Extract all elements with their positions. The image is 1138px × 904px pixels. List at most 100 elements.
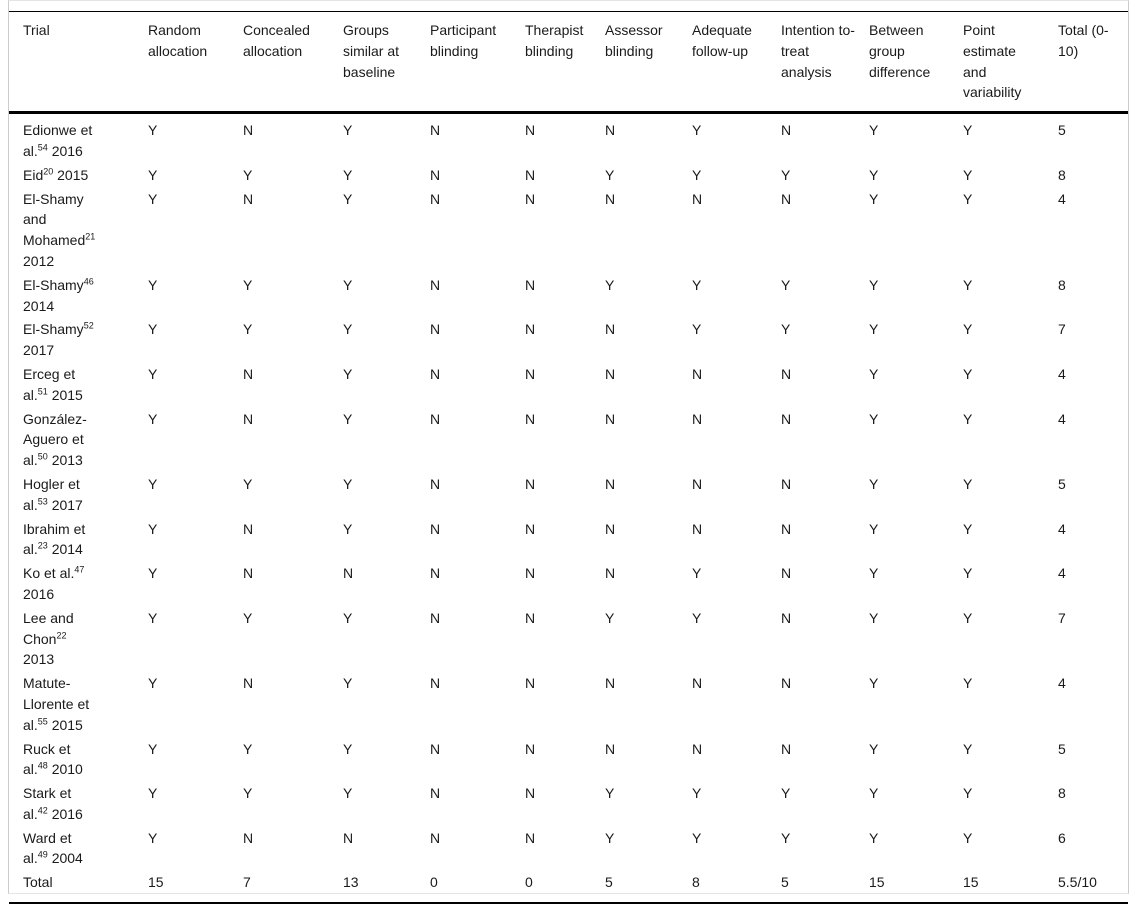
- criterion-cell: N: [430, 829, 441, 846]
- reference-superscript: 42: [37, 805, 48, 816]
- trial-name: Ward et al.49 2004: [23, 828, 99, 870]
- total-score-cell: 4: [1058, 410, 1066, 427]
- total-value-cell: 13: [343, 874, 359, 891]
- criterion-cell: Y: [869, 365, 879, 382]
- criterion-cell: Y: [605, 609, 615, 626]
- criterion-cell: N: [430, 276, 441, 293]
- trial-name: El-Shamy46 2014: [23, 275, 99, 317]
- table-row: Matute-Llorente et al.55 2015 Y N Y N N N N N Y Y 4: [9, 671, 1128, 736]
- trial-author: Ruck et al.: [23, 740, 71, 778]
- total-value-cell: 15: [963, 874, 979, 891]
- criterion-cell: Y: [692, 829, 702, 846]
- trial-author: Matute-Llorente et al.: [23, 675, 90, 733]
- criterion-cell: N: [781, 520, 792, 537]
- criterion-cell: Y: [869, 785, 879, 802]
- table-row: Hogler et al.53 2017 Y Y Y N N N N N Y Y 5: [9, 472, 1128, 517]
- criterion-cell: Y: [963, 675, 973, 692]
- trial-year: 2013: [51, 452, 83, 469]
- criterion-cell: N: [525, 475, 536, 492]
- criterion-cell: Y: [963, 565, 973, 582]
- criterion-cell: N: [430, 122, 441, 139]
- criterion-cell: N: [525, 609, 536, 626]
- column-header-assessor-blinding: Assessor blinding: [605, 22, 663, 59]
- criterion-cell: Y: [869, 675, 879, 692]
- criterion-cell: N: [605, 565, 616, 582]
- column-header-trial: Trial: [23, 22, 50, 38]
- table-row: El-Shamy and Mohamed21 2012 Y N Y N N N N N Y Y 4: [9, 187, 1128, 273]
- trial-year: 2017: [51, 496, 83, 513]
- trial-author: Eid: [23, 166, 44, 183]
- trial-name: Lee and Chon22 2013: [23, 608, 99, 670]
- criterion-cell: N: [781, 122, 792, 139]
- trial-name: Ibrahim et al.23 2014: [23, 519, 99, 561]
- criterion-cell: Y: [343, 475, 353, 492]
- criterion-cell: N: [525, 785, 536, 802]
- criterion-cell: N: [243, 365, 254, 382]
- reference-superscript: 53: [37, 496, 48, 507]
- criterion-cell: Y: [781, 829, 791, 846]
- criterion-cell: N: [781, 475, 792, 492]
- trial-cell: Hogler et al.53 2017: [9, 472, 148, 517]
- criterion-cell: N: [243, 122, 254, 139]
- criterion-cell: Y: [869, 609, 879, 626]
- criterion-cell: Y: [343, 321, 353, 338]
- criterion-cell: Y: [343, 365, 353, 382]
- total-score-cell: 6: [1058, 829, 1066, 846]
- column-header-concealed-allocation: Concealed allocation: [243, 22, 310, 59]
- criterion-cell: N: [605, 740, 616, 757]
- criterion-cell: Y: [869, 122, 879, 139]
- table-row: El-Shamy46 2014 Y Y Y N N Y Y Y Y Y 8: [9, 273, 1128, 318]
- reference-superscript: 55: [37, 716, 48, 727]
- table-row: Ward et al.49 2004 Y N N N N Y Y Y Y Y 6: [9, 826, 1128, 871]
- criterion-cell: Y: [343, 276, 353, 293]
- criterion-cell: Y: [692, 565, 702, 582]
- trial-name: Ko et al.47 2016: [23, 563, 99, 605]
- criterion-cell: Y: [148, 785, 158, 802]
- criterion-cell: N: [605, 475, 616, 492]
- total-score-cell: 5: [1058, 740, 1066, 757]
- column-header-point-estimate-and-variability: Point estimate and variability: [963, 22, 1022, 101]
- criterion-cell: N: [692, 675, 703, 692]
- criterion-cell: Y: [963, 785, 973, 802]
- total-score-cell: 4: [1058, 190, 1066, 207]
- reference-superscript: 54: [37, 142, 48, 153]
- criterion-cell: N: [343, 829, 354, 846]
- criterion-cell: N: [525, 520, 536, 537]
- trial-name: Hogler et al.53 2017: [23, 474, 99, 516]
- criterion-cell: Y: [605, 785, 615, 802]
- trial-year: 2014: [23, 297, 55, 314]
- criterion-cell: Y: [343, 609, 353, 626]
- criterion-cell: N: [781, 410, 792, 427]
- total-value-cell: 15: [869, 874, 885, 891]
- criterion-cell: N: [692, 190, 703, 207]
- trial-author: El-Shamy: [23, 276, 84, 293]
- criterion-cell: N: [430, 675, 441, 692]
- criterion-cell: N: [430, 166, 441, 183]
- criterion-cell: N: [243, 565, 254, 582]
- trial-name: El-Shamy52 2017: [23, 319, 99, 361]
- trial-cell: Ibrahim et al.23 2014: [9, 517, 148, 562]
- trial-author: Edionwe et al.: [23, 122, 93, 159]
- trial-cell: Ward et al.49 2004: [9, 826, 148, 871]
- criterion-cell: Y: [963, 276, 973, 293]
- trial-cell: El-Shamy52 2017: [9, 317, 148, 362]
- criterion-cell: Y: [963, 321, 973, 338]
- criterion-cell: Y: [869, 410, 879, 427]
- trial-cell: González-Aguero et al.50 2013: [9, 407, 148, 472]
- table-frame: Trial Random allocation Concealed allocati…: [8, 0, 1129, 904]
- criterion-cell: N: [343, 565, 354, 582]
- trial-author: Lee and Chon: [23, 609, 74, 647]
- criterion-cell: Y: [343, 740, 353, 757]
- reference-superscript: 47: [74, 564, 85, 575]
- reference-superscript: 21: [85, 231, 96, 242]
- criterion-cell: Y: [781, 166, 791, 183]
- criterion-cell: Y: [148, 166, 158, 183]
- trial-cell: Ko et al.47 2016: [9, 561, 148, 606]
- criterion-cell: Y: [963, 520, 973, 537]
- criterion-cell: Y: [963, 190, 973, 207]
- criterion-cell: N: [692, 740, 703, 757]
- criterion-cell: Y: [869, 829, 879, 846]
- criterion-cell: Y: [148, 410, 158, 427]
- trial-cell: Matute-Llorente et al.55 2015: [9, 671, 148, 736]
- total-score-cell: 4: [1058, 565, 1066, 582]
